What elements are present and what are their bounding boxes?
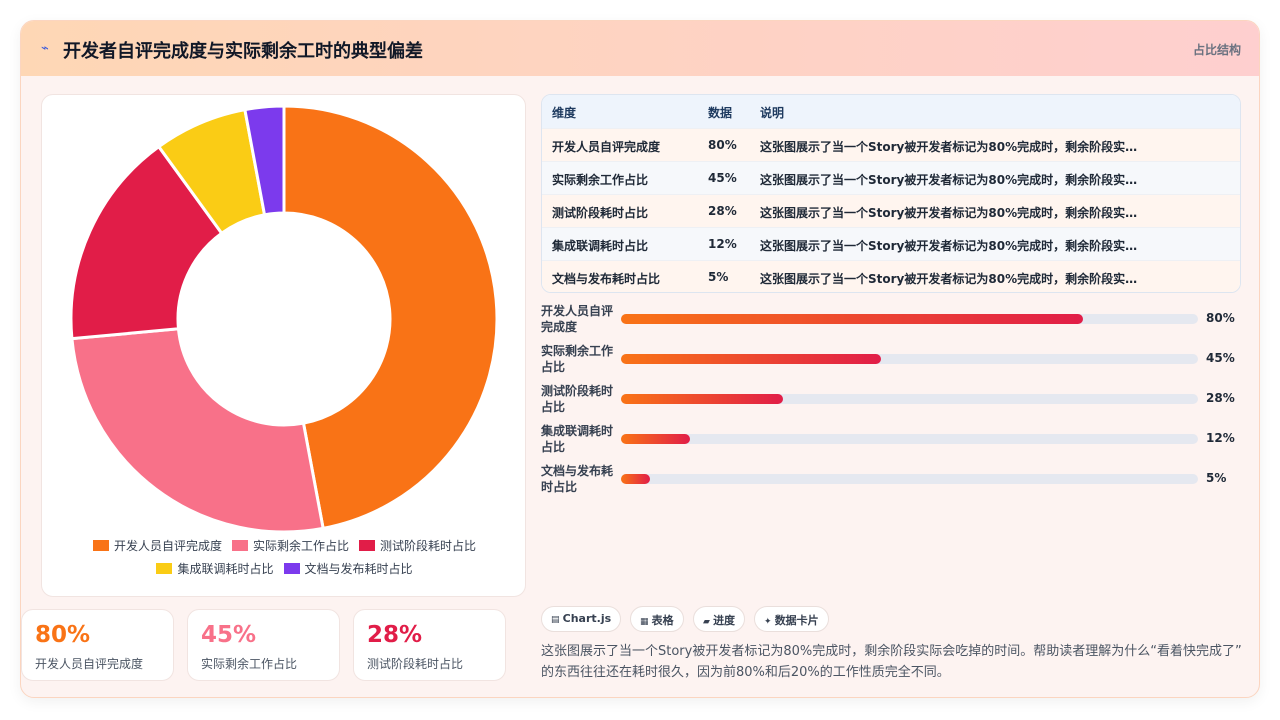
stat-value: 28% bbox=[367, 622, 423, 648]
legend-label: 实际剩余工作占比 bbox=[252, 539, 349, 553]
bar-label: 开发人员自评完成度 bbox=[541, 304, 614, 334]
th: 维度 bbox=[552, 106, 577, 120]
bar-track bbox=[621, 474, 1198, 484]
legend-label: 文档与发布耗时占比 bbox=[304, 562, 413, 576]
bar-track bbox=[621, 394, 1198, 404]
cell-value: 28% bbox=[708, 204, 737, 218]
bar-fill bbox=[621, 394, 783, 404]
cell-value: 45% bbox=[708, 171, 737, 185]
tag-icon: ▰ bbox=[703, 617, 714, 627]
bar-fill bbox=[621, 434, 691, 444]
table-row: 集成联调耗时占比 12% 这张图展示了当一个Story被开发者标记为80%完成时，剩… bbox=[542, 227, 1240, 260]
stat-card: 80% 开发人员自评完成度 bbox=[21, 609, 174, 681]
bar-fill bbox=[621, 354, 881, 364]
title: 开发者自评完成度与实际剩余工时的典型偏差 bbox=[63, 41, 423, 62]
cell-value: 80% bbox=[708, 138, 737, 152]
cell-value: 12% bbox=[708, 237, 737, 251]
donut-slice bbox=[69, 144, 224, 341]
stat-value: 45% bbox=[201, 622, 257, 648]
legend-swatch bbox=[156, 563, 173, 574]
cell-value: 5% bbox=[708, 270, 729, 284]
tag-label: Chart.js bbox=[562, 612, 612, 625]
bar-fill bbox=[621, 474, 650, 484]
cell-label: 文档与发布耗时占比 bbox=[552, 272, 661, 286]
donut-slice bbox=[70, 327, 325, 534]
cell-label: 实际剩余工作占比 bbox=[552, 173, 649, 187]
legend-swatch bbox=[359, 540, 375, 551]
bar-track bbox=[621, 434, 1198, 444]
bar-label: 实际剩余工作占比 bbox=[541, 344, 614, 374]
tag[interactable]: ▦ 表格 bbox=[630, 606, 684, 632]
legend-swatch bbox=[231, 540, 248, 551]
cell-label: 集成联调耗时占比 bbox=[552, 239, 649, 253]
tag-icon: ▦ bbox=[640, 617, 652, 627]
cell-note: 这张图展示了当一个Story被开发者标记为80%完成时，剩余阶段实际会吃掉的时间… bbox=[760, 206, 1138, 220]
donut-slice bbox=[243, 104, 286, 217]
bar-value: 12% bbox=[1206, 431, 1235, 445]
legend-item: 测试阶段耗时占比 bbox=[359, 537, 476, 554]
tag-label: 表格 bbox=[651, 614, 674, 627]
tag-icon: ▤ bbox=[551, 615, 563, 625]
legend-item: 开发人员自评完成度 bbox=[92, 537, 222, 554]
tag-label: 进度 bbox=[713, 614, 736, 627]
stat-card: 45% 实际剩余工作占比 bbox=[187, 609, 340, 681]
stat-label: 开发人员自评完成度 bbox=[35, 657, 144, 671]
tag-icon: ✦ bbox=[764, 617, 775, 627]
table: 维度 数据 说明 开发人员自评完成度 80% 这张图展示了当一个Story被开发者标… bbox=[541, 94, 1241, 293]
header-tag: 占比结构 bbox=[1192, 43, 1241, 57]
cell-note: 这张图展示了当一个Story被开发者标记为80%完成时，剩余阶段实际会吃掉的时间… bbox=[760, 173, 1138, 187]
tag[interactable]: ▰ 进度 bbox=[693, 606, 746, 632]
tag[interactable]: ✦ 数据卡片 bbox=[754, 606, 829, 632]
bar-value: 28% bbox=[1206, 391, 1235, 405]
donut-slice bbox=[282, 104, 499, 531]
table-row: 文档与发布耗时占比 5% 这张图展示了当一个Story被开发者标记为80%完成时，剩… bbox=[542, 260, 1240, 292]
stat-value: 80% bbox=[35, 622, 91, 648]
header: ⌁ 开发者自评完成度与实际剩余工时的典型偏差 占比结构 bbox=[21, 21, 1259, 76]
legend-label: 开发人员自评完成度 bbox=[113, 539, 222, 553]
th: 说明 bbox=[760, 106, 785, 120]
legend-swatch bbox=[283, 563, 300, 574]
bar-label: 集成联调耗时占比 bbox=[541, 424, 614, 454]
donut-chart bbox=[69, 104, 499, 534]
cell-label: 测试阶段耗时占比 bbox=[552, 206, 649, 220]
legend-label: 集成联调耗时占比 bbox=[177, 562, 274, 576]
header-icon: ⌁ bbox=[41, 41, 49, 56]
table-row: 开发人员自评完成度 80% 这张图展示了当一个Story被开发者标记为80%完成时，… bbox=[542, 128, 1240, 161]
bar-value: 5% bbox=[1206, 471, 1227, 485]
stat-label: 测试阶段耗时占比 bbox=[367, 657, 464, 671]
table-header: 维度 数据 说明 bbox=[542, 95, 1240, 128]
legend-item: 实际剩余工作占比 bbox=[231, 537, 349, 554]
bar-label: 文档与发布耗时占比 bbox=[541, 464, 614, 494]
donut-card: 开发人员自评完成度 实际剩余工作占比 测试阶段耗时占比集成联调耗时占比 文档与发布耗时… bbox=[41, 94, 526, 597]
bar-value: 45% bbox=[1206, 351, 1235, 365]
description: 这张图展示了当一个Story被开发者标记为80%完成时，剩余阶段实际会吃掉的时间… bbox=[541, 644, 1242, 680]
stat-card: 28% 测试阶段耗时占比 bbox=[353, 609, 506, 681]
tag-label: 数据卡片 bbox=[774, 614, 819, 627]
legend-item: 集成联调耗时占比 bbox=[156, 560, 274, 577]
cell-note: 这张图展示了当一个Story被开发者标记为80%完成时，剩余阶段实际会吃掉的时间… bbox=[760, 272, 1138, 286]
tag[interactable]: ▤ Chart.js bbox=[541, 606, 622, 632]
cell-note: 这张图展示了当一个Story被开发者标记为80%完成时，剩余阶段实际会吃掉的时间… bbox=[760, 239, 1138, 253]
bar-fill bbox=[621, 314, 1083, 324]
panel: ⌁ 开发者自评完成度与实际剩余工时的典型偏差 占比结构 开发人员自评完成度 实际剩… bbox=[20, 20, 1260, 698]
bar-track bbox=[621, 354, 1198, 364]
cell-note: 这张图展示了当一个Story被开发者标记为80%完成时，剩余阶段实际会吃掉的时间… bbox=[760, 140, 1138, 154]
cell-label: 开发人员自评完成度 bbox=[552, 140, 661, 154]
bar-label: 测试阶段耗时占比 bbox=[541, 384, 614, 414]
table-row: 实际剩余工作占比 45% 这张图展示了当一个Story被开发者标记为80%完成时，剩… bbox=[542, 161, 1240, 194]
bar-value: 80% bbox=[1206, 311, 1235, 325]
bar-track bbox=[621, 314, 1198, 324]
stat-label: 实际剩余工作占比 bbox=[201, 657, 298, 671]
legend: 开发人员自评完成度 实际剩余工作占比 测试阶段耗时占比集成联调耗时占比 文档与发布耗时… bbox=[62, 537, 507, 577]
legend-label: 测试阶段耗时占比 bbox=[380, 539, 477, 553]
legend-item: 文档与发布耗时占比 bbox=[283, 560, 413, 577]
legend-swatch bbox=[92, 540, 109, 551]
table-row: 测试阶段耗时占比 28% 这张图展示了当一个Story被开发者标记为80%完成时，剩… bbox=[542, 194, 1240, 227]
th: 数据 bbox=[708, 106, 733, 120]
